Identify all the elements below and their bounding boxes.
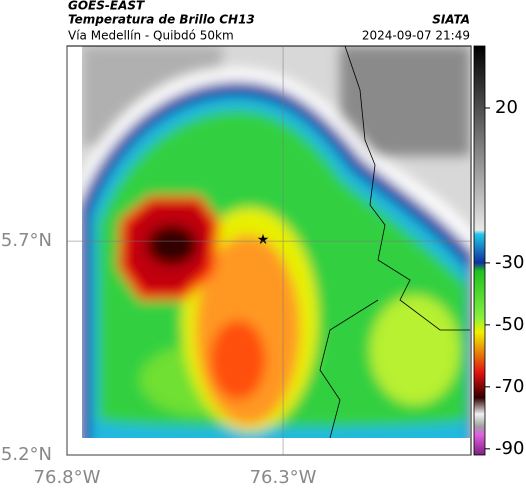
satellite: GOES-EAST bbox=[68, 0, 145, 13]
timestamp: 2024-09-07 21:49 bbox=[362, 29, 470, 43]
location-star: ★ bbox=[257, 232, 270, 248]
colorbar-tick-label: -50 bbox=[495, 314, 524, 335]
lon-tick-label: 76.8°W bbox=[34, 467, 101, 488]
colorbar-tick-label: 20 bbox=[495, 97, 518, 118]
lat-tick-label: 5.7°N bbox=[1, 230, 52, 251]
region: Vía Medellín - Quibdó 50km bbox=[68, 29, 234, 43]
colorbar-tick-label: -90 bbox=[495, 438, 524, 459]
satellite-image bbox=[82, 46, 470, 438]
product: Temperatura de Brillo CH13 bbox=[68, 13, 255, 27]
source: SIATA bbox=[432, 13, 470, 27]
colorbar bbox=[473, 45, 486, 456]
colorbar-tick-label: -30 bbox=[495, 252, 524, 273]
lon-tick-label: 76.3°W bbox=[250, 467, 317, 488]
lat-tick-label: 5.2°N bbox=[1, 444, 52, 465]
colorbar-tick-label: -70 bbox=[495, 376, 524, 397]
